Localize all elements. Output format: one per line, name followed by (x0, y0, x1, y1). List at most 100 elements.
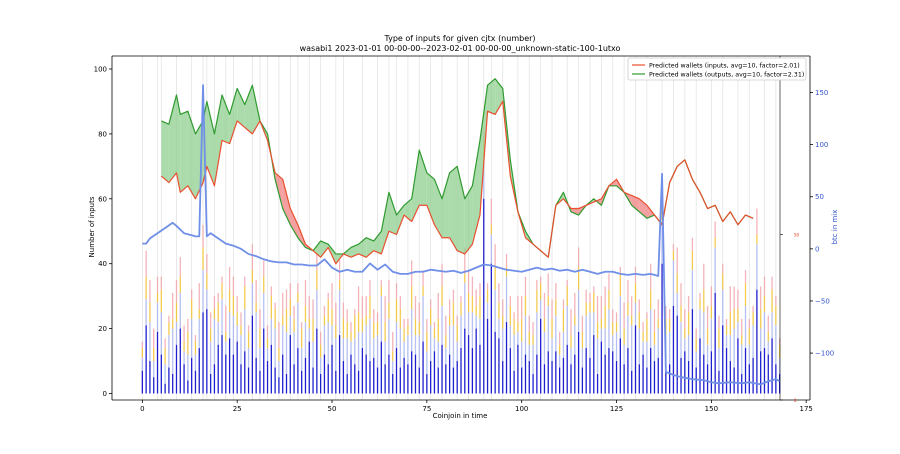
x-tick-label: 100 (515, 405, 528, 413)
bar-blue (179, 328, 181, 394)
bar-light-blue (160, 312, 162, 355)
bar-pink (213, 296, 216, 310)
bar-light-blue (426, 351, 428, 375)
bar-pink (691, 237, 694, 251)
bar-pink (225, 305, 227, 332)
bar-blue (638, 364, 640, 394)
bar-blue (479, 344, 481, 394)
bar-yellow (756, 234, 758, 245)
bar-yellow (209, 328, 212, 342)
bar-blue (278, 377, 280, 394)
bar-light-blue (680, 322, 682, 358)
legend-label: Predicted wallets (inputs, avg=10, facto… (649, 63, 800, 70)
bar-pink (259, 309, 261, 329)
bar-light-blue (191, 318, 193, 358)
bar-yellow (577, 266, 580, 290)
bar-yellow (722, 273, 724, 290)
bar-pink (448, 299, 451, 316)
bar-blue (475, 328, 477, 394)
bar-pink (543, 292, 546, 319)
bar-yellow (156, 292, 159, 303)
bar-light-blue (278, 361, 280, 378)
bar-blue (342, 361, 345, 394)
y-right-tick-label: 100 (815, 141, 828, 149)
bar-blue (164, 383, 166, 394)
bar-blue (282, 354, 284, 394)
outputs-fill (343, 247, 351, 258)
bar-pink (665, 305, 667, 319)
bar-pink (471, 276, 474, 297)
bar-yellow (335, 325, 337, 339)
bar-blue (187, 380, 189, 394)
bar-yellow (528, 331, 530, 345)
bar-blue (505, 322, 508, 394)
inputs-fill (631, 195, 640, 212)
bar-light-blue (566, 305, 568, 345)
bar-yellow (509, 305, 511, 326)
bar-pink (524, 276, 527, 297)
outputs-fill (350, 244, 359, 258)
bar-blue (467, 335, 470, 394)
bar-light-blue (729, 335, 731, 362)
outputs-fill (388, 192, 397, 235)
bar-yellow (365, 315, 367, 326)
bar-blue (319, 374, 322, 394)
bar-yellow (589, 302, 591, 313)
bar-blue (422, 341, 424, 394)
bar-light-blue (650, 309, 652, 349)
bar-blue (365, 354, 367, 394)
bar-yellow (725, 325, 728, 336)
bar-yellow (562, 309, 565, 332)
bar-light-blue (524, 315, 527, 355)
bar-yellow (706, 328, 709, 345)
bar-light-blue (771, 312, 773, 339)
bar-yellow (285, 309, 288, 332)
bar-pink (718, 315, 720, 329)
bar-yellow (574, 315, 576, 326)
bar-light-blue (156, 302, 159, 332)
bar-pink (589, 292, 591, 303)
bar-light-blue (763, 312, 766, 349)
bar-light-blue (323, 325, 326, 355)
bar-pink (695, 328, 697, 339)
bar-blue (528, 361, 530, 394)
bar-pink (369, 279, 371, 297)
bar-pink (209, 312, 212, 329)
bar-yellow (779, 344, 781, 358)
bar-pink (266, 325, 269, 339)
bar-yellow (566, 286, 568, 306)
bar-pink (608, 273, 610, 290)
bar-light-blue (775, 325, 777, 365)
bar-pink (767, 315, 769, 332)
bar-light-blue (445, 348, 447, 365)
x-tick-label: 150 (705, 405, 718, 413)
bar-yellow (350, 331, 352, 342)
outputs-fill (313, 240, 321, 258)
bar-yellow (407, 325, 409, 336)
bar-yellow (657, 318, 659, 329)
bar-pink (479, 283, 481, 297)
bar-pink (445, 315, 447, 336)
bar-blue (448, 354, 451, 394)
y-axis-label: Number of inputs (88, 196, 96, 257)
bar-pink (562, 299, 565, 310)
bar-yellow (437, 318, 439, 342)
bar-pink (187, 318, 189, 332)
bar-pink (452, 289, 455, 303)
bar-yellow (513, 318, 515, 336)
bar-pink (376, 312, 379, 323)
bar-light-blue (672, 260, 675, 306)
bar-light-blue (213, 318, 216, 365)
bar-yellow (414, 318, 417, 336)
bar-blue (289, 335, 291, 394)
bar-blue (729, 361, 731, 394)
bar-yellow (263, 276, 265, 293)
bar-blue (562, 357, 565, 394)
bar-blue (593, 335, 595, 394)
bar-light-blue (490, 234, 492, 264)
bar-light-blue (327, 322, 329, 365)
bar-light-blue (653, 344, 656, 362)
bar-yellow (206, 273, 208, 290)
bar-yellow (748, 328, 750, 345)
y-right-axis-label: btc in mix (831, 210, 839, 245)
